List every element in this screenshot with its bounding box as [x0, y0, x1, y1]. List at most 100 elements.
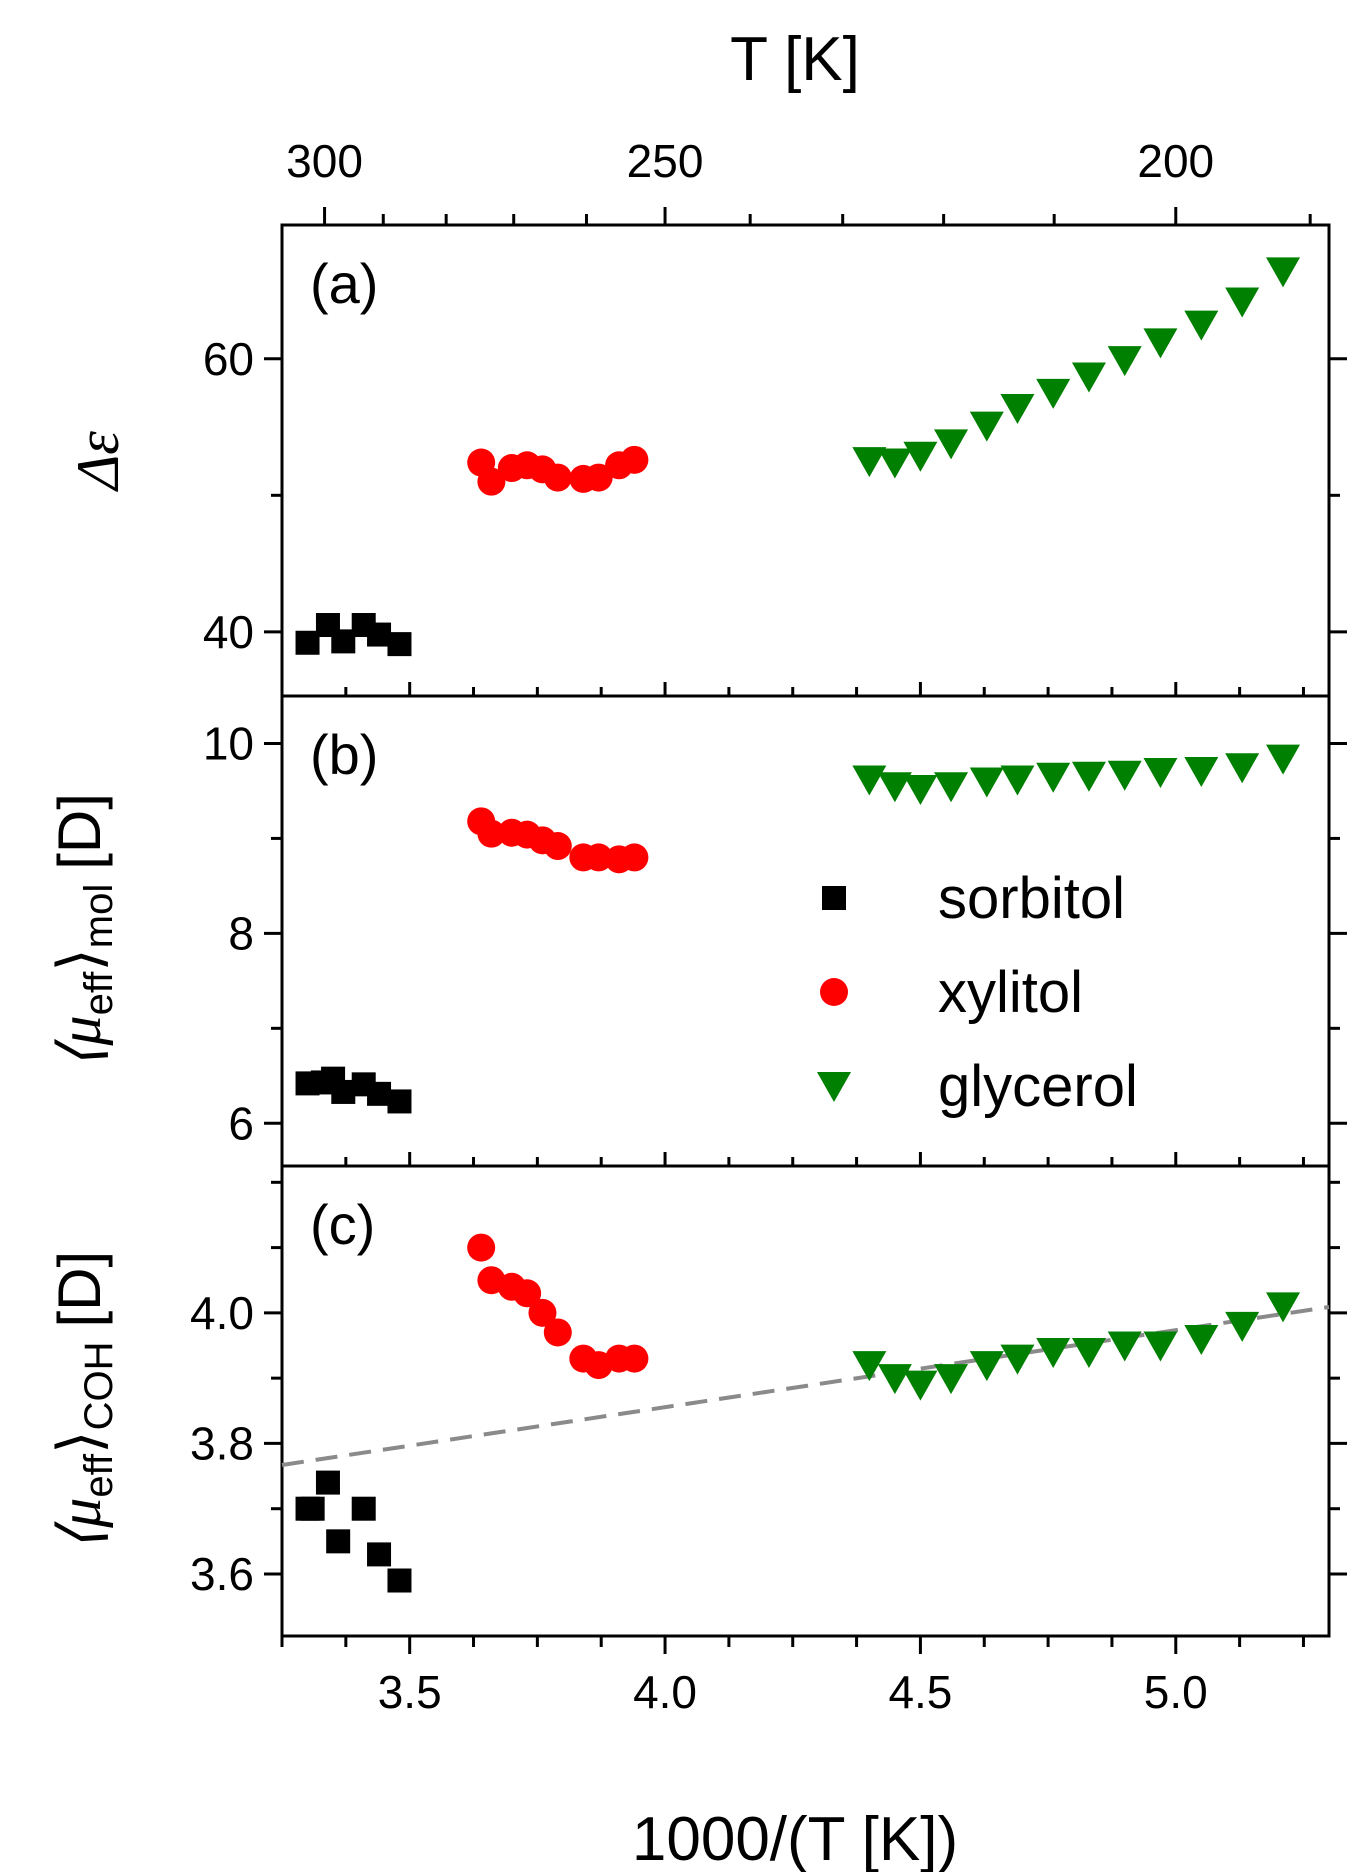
glycerol-point: [969, 1351, 1004, 1382]
xylitol-point: [543, 832, 572, 861]
sorbitol-point: [387, 632, 412, 657]
legend-marker-glycerol: [817, 1072, 851, 1102]
glycerol-point: [852, 765, 887, 796]
xylitol-point: [584, 843, 613, 872]
y-tick-label: 3.8: [190, 1417, 254, 1469]
sorbitol-point: [367, 622, 392, 647]
y-axis-title-part: COH: [77, 1342, 121, 1431]
x-tick-label: 4.0: [633, 1666, 697, 1718]
glycerol-point: [1071, 1338, 1106, 1369]
legend-marker-sorbitol: [822, 886, 846, 910]
y-axis-title-part: ⟨μ: [47, 1015, 113, 1069]
top-tick-label: 200: [1137, 135, 1214, 187]
glycerol-point: [1225, 753, 1260, 784]
data-markers: [281, 257, 1330, 1593]
sorbitol-point: [331, 629, 356, 654]
legend-label: glycerol: [938, 1054, 1138, 1119]
glycerol-point: [877, 1364, 912, 1395]
legend-label: sorbitol: [938, 866, 1125, 931]
xylitol-point: [467, 1233, 496, 1262]
glycerol-point: [934, 772, 969, 803]
xylitol-point: [584, 463, 613, 492]
glycerol-point: [877, 772, 912, 803]
xylitol-point: [543, 463, 572, 492]
panel-frame: [280, 223, 1331, 698]
top-axis-title: T [K]: [730, 25, 860, 94]
sorbitol-point: [326, 1529, 351, 1554]
glycerol-point: [1107, 346, 1142, 377]
sorbitol-point: [315, 1470, 340, 1495]
top-tick-label: 300: [286, 135, 363, 187]
glycerol-point: [1036, 762, 1071, 793]
y-tick-label: 8: [228, 907, 254, 959]
glycerol-point: [1107, 1331, 1142, 1362]
x-tick-label: 5.0: [1144, 1666, 1208, 1718]
sorbitol-point: [367, 1081, 392, 1106]
glycerol-point: [903, 775, 938, 806]
xylitol-point: [620, 445, 649, 474]
sorbitol-point: [331, 1079, 356, 1104]
y-axis-title-part: mol: [77, 884, 121, 948]
y-tick-label: 6: [228, 1097, 254, 1149]
y-tick-label: 3.6: [190, 1548, 254, 1600]
xylitol-point: [620, 1344, 649, 1373]
y-tick-label: 60: [203, 333, 254, 385]
x-tick-label: 3.5: [378, 1666, 442, 1718]
y-axis-title-part: ⟨μ: [47, 1498, 113, 1552]
xylitol-point: [477, 819, 506, 848]
glycerol-point: [903, 1370, 938, 1401]
glycerol-point: [1036, 378, 1071, 409]
glycerol-point: [852, 1351, 887, 1382]
panel-label: (b): [310, 723, 378, 786]
panel-label: (c): [310, 1193, 375, 1256]
y-axis-title-part: [D]: [46, 793, 113, 870]
sorbitol-point: [300, 1496, 325, 1521]
y-axis-title: ⟨μeff⟩mol [D]: [46, 793, 121, 1069]
glycerol-point: [877, 448, 912, 479]
glycerol-point: [1000, 1344, 1035, 1375]
glycerol-point: [934, 429, 969, 460]
glycerol-point: [1143, 757, 1178, 788]
y-axis-title-part: eff: [77, 971, 121, 1016]
y-tick-label: 10: [203, 717, 254, 769]
glycerol-point: [969, 767, 1004, 798]
glycerol-point: [1000, 393, 1035, 424]
glycerol-point: [1036, 1338, 1071, 1369]
xylitol-point: [477, 467, 506, 496]
x-tick-label: 4.5: [888, 1666, 952, 1718]
glycerol-point: [1107, 760, 1142, 791]
bottom-axis-title: 1000/(T [K]): [632, 1805, 958, 1872]
y-tick-label: 40: [203, 606, 254, 658]
glycerol-point: [1071, 761, 1106, 792]
glycerol-point: [903, 441, 938, 472]
legend-marker-xylitol: [820, 978, 848, 1006]
glycerol-point: [1071, 362, 1106, 393]
dashed-reference-line: [281, 1305, 1330, 1467]
panel-label: (a): [310, 252, 378, 315]
xylitol-point: [620, 843, 649, 872]
glycerol-point: [1143, 1331, 1178, 1362]
xylitol-point: [543, 1318, 572, 1347]
glycerol-point: [969, 411, 1004, 442]
glycerol-point: [1225, 1311, 1260, 1342]
glycerol-point: [1266, 257, 1301, 288]
glycerol-point: [1184, 757, 1219, 788]
sorbitol-point: [387, 1568, 412, 1593]
glycerol-point: [1184, 310, 1219, 341]
glycerol-point: [934, 1364, 969, 1395]
y-axis-title-part: eff: [77, 1453, 121, 1498]
glycerol-point: [1143, 328, 1178, 359]
legend-label: xylitol: [938, 960, 1083, 1025]
sorbitol-point: [295, 630, 320, 655]
glycerol-point: [1225, 287, 1260, 318]
y-axis-title: ⟨μeff⟩COH [D]: [46, 1251, 121, 1551]
panel-frames: [264, 207, 1347, 1654]
glycerol-point: [852, 447, 887, 478]
panel-frame: [280, 1164, 1331, 1638]
y-tick-label: 4.0: [190, 1287, 254, 1339]
y-axis-title-part: ⟩: [46, 948, 113, 971]
top-tick-label: 250: [627, 135, 704, 187]
y-axis-title: Δε: [65, 431, 131, 492]
